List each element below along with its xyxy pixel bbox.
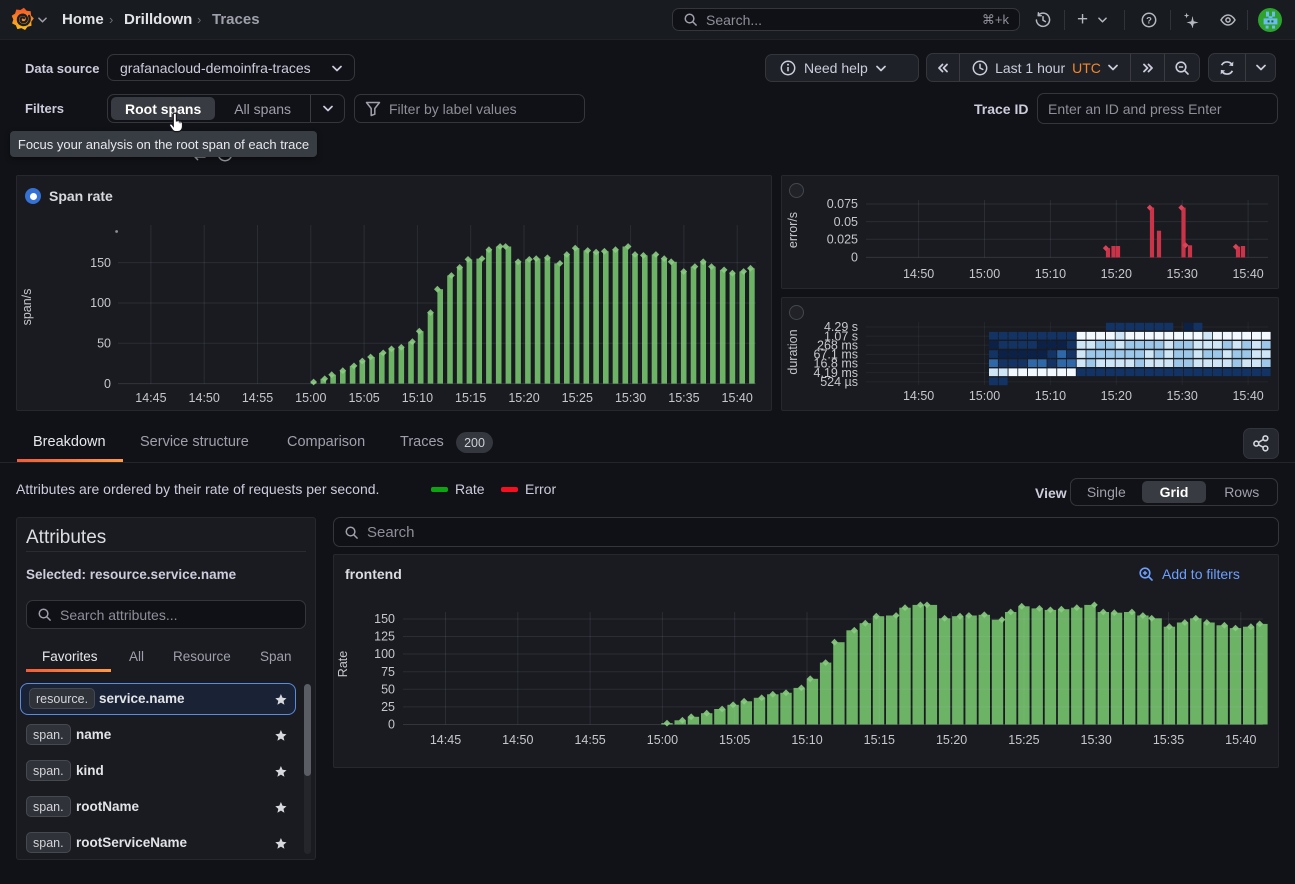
svg-text:15:10: 15:10 (1035, 267, 1066, 281)
svg-text:524 µs: 524 µs (820, 375, 858, 389)
svg-text:15:30: 15:30 (615, 391, 646, 405)
svg-text:268 ms: 268 ms (817, 339, 858, 353)
svg-text:15:25: 15:25 (1008, 733, 1039, 747)
svg-text:14:45: 14:45 (430, 733, 461, 747)
svg-text:15:40: 15:40 (1225, 733, 1256, 747)
svg-text:1.07 s: 1.07 s (824, 329, 858, 343)
svg-text:15:15: 15:15 (864, 733, 895, 747)
svg-text:duration: duration (786, 329, 800, 374)
svg-text:16.8 ms: 16.8 ms (814, 357, 858, 371)
svg-text:100: 100 (374, 647, 395, 661)
svg-text:15:05: 15:05 (348, 391, 379, 405)
svg-text:15:30: 15:30 (1167, 267, 1198, 281)
svg-text:15:25: 15:25 (562, 391, 593, 405)
svg-text:125: 125 (374, 630, 395, 644)
svg-text:15:20: 15:20 (1101, 267, 1132, 281)
svg-text:0: 0 (851, 251, 858, 265)
svg-text:15:40: 15:40 (1232, 267, 1263, 281)
svg-text:15:00: 15:00 (969, 267, 1000, 281)
svg-text:14:55: 14:55 (574, 733, 605, 747)
svg-text:14:50: 14:50 (189, 391, 220, 405)
svg-text:0: 0 (388, 718, 395, 732)
svg-text:100: 100 (90, 296, 111, 310)
svg-text:15:35: 15:35 (1153, 733, 1184, 747)
svg-text:50: 50 (97, 336, 111, 350)
svg-text:14:50: 14:50 (903, 389, 934, 403)
svg-text:4.19 ms: 4.19 ms (814, 366, 858, 380)
svg-text:15:30: 15:30 (1167, 389, 1198, 403)
svg-text:?: ? (1146, 15, 1152, 26)
svg-text:150: 150 (90, 256, 111, 270)
svg-text:50: 50 (381, 683, 395, 697)
svg-text:14:50: 14:50 (903, 267, 934, 281)
svg-text:span/s: span/s (20, 289, 34, 326)
svg-text:150: 150 (374, 612, 395, 626)
svg-text:Rate: Rate (336, 651, 350, 677)
svg-text:14:50: 14:50 (502, 733, 533, 747)
svg-text:75: 75 (381, 665, 395, 679)
svg-text:0.025: 0.025 (827, 233, 858, 247)
svg-text:15:30: 15:30 (1081, 733, 1112, 747)
svg-text:15:15: 15:15 (455, 391, 486, 405)
svg-text:15:00: 15:00 (647, 733, 678, 747)
svg-text:14:45: 14:45 (135, 391, 166, 405)
svg-text:25: 25 (381, 700, 395, 714)
svg-text:0.075: 0.075 (827, 197, 858, 211)
svg-text:0: 0 (104, 377, 111, 391)
svg-text:15:40: 15:40 (1232, 389, 1263, 403)
svg-text:15:40: 15:40 (722, 391, 753, 405)
svg-text:15:35: 15:35 (668, 391, 699, 405)
svg-text:error/s: error/s (786, 212, 800, 248)
svg-text:15:20: 15:20 (1101, 389, 1132, 403)
svg-text:15:10: 15:10 (791, 733, 822, 747)
svg-text:15:00: 15:00 (969, 389, 1000, 403)
svg-text:0.05: 0.05 (834, 215, 858, 229)
svg-text:4.29 s: 4.29 s (824, 320, 858, 334)
svg-text:15:00: 15:00 (295, 391, 326, 405)
svg-text:67.1 ms: 67.1 ms (814, 348, 858, 362)
svg-text:15:05: 15:05 (719, 733, 750, 747)
svg-text:15:20: 15:20 (508, 391, 539, 405)
svg-text:15:10: 15:10 (402, 391, 433, 405)
svg-text:14:55: 14:55 (242, 391, 273, 405)
svg-text:15:10: 15:10 (1035, 389, 1066, 403)
svg-text:15:20: 15:20 (936, 733, 967, 747)
